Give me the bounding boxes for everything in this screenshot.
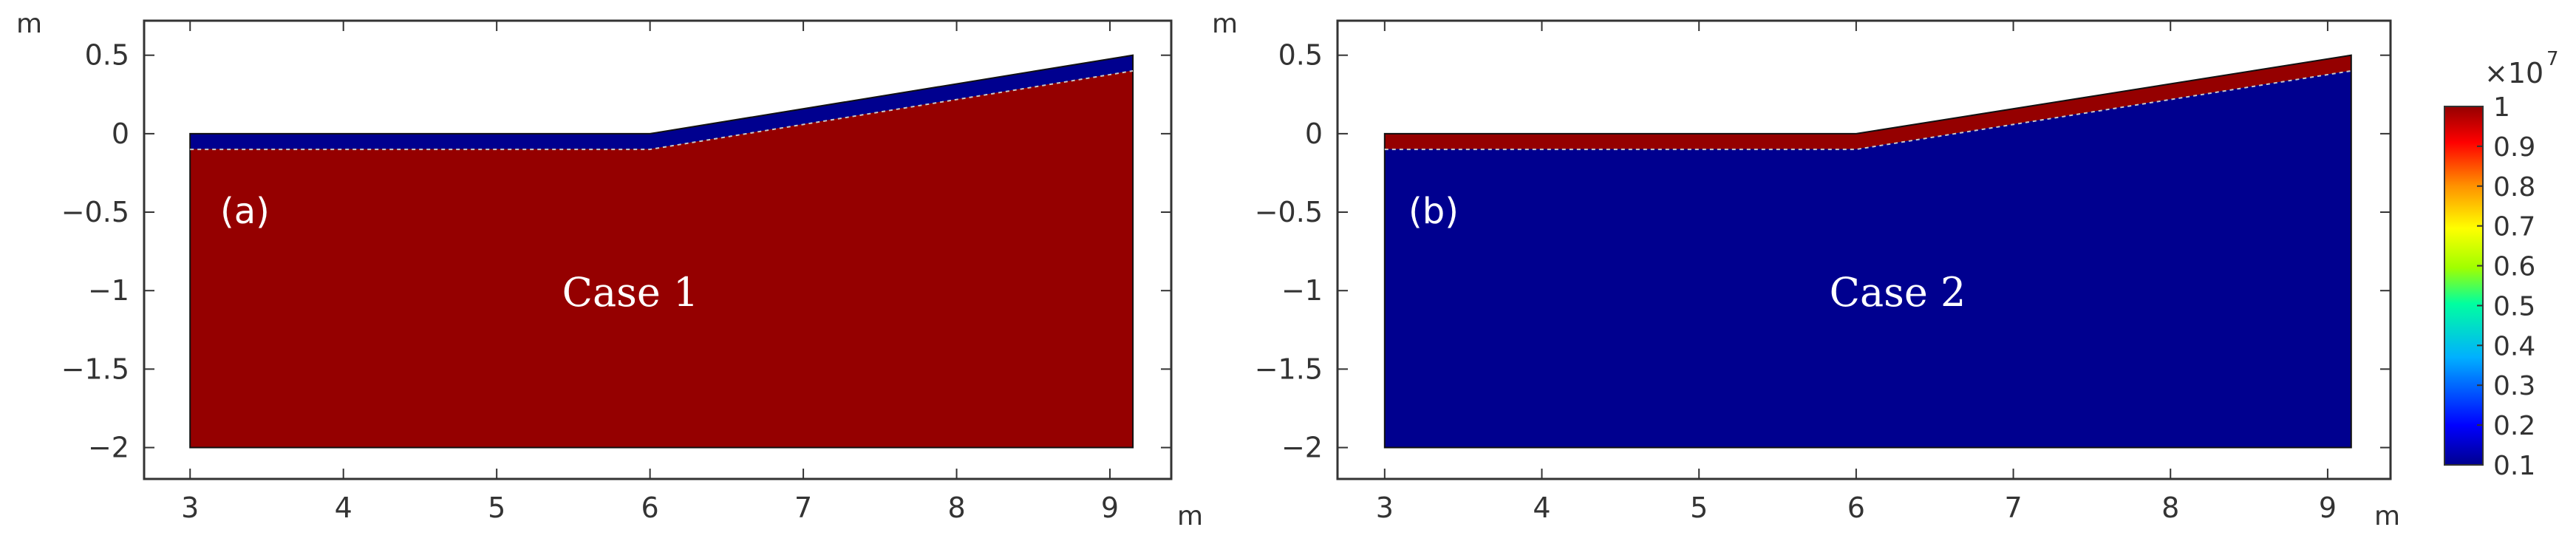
- colorbar-tick-label-2: 0.8: [2493, 172, 2535, 203]
- colorbar-tick-label-5: 0.5: [2493, 291, 2535, 322]
- panel-label-b: (b): [1408, 191, 1459, 232]
- colorbar-tick-label-7: 0.3: [2493, 371, 2535, 401]
- y-tick-label-a-4: −1.5: [61, 353, 129, 385]
- x-tick-label-b-4: 7: [2004, 492, 2022, 524]
- x-tick-label-a-0: 3: [181, 492, 199, 524]
- y-tick-label-b-0: 0.5: [1278, 39, 1323, 72]
- plot-frame-a: [143, 19, 1173, 480]
- colorbar: ×10 7 1 0.9 0.8 0.7 0.6 0.5 0.4 0.3 0.2 0.1: [2444, 48, 2559, 481]
- chart-marks-b: [1383, 54, 2352, 449]
- y-tick-label-b-2: −0.5: [1255, 196, 1323, 228]
- axes-b: 3 4 5 6 7 8 9 0.5 0 −0.5 −1 −1.5 −2: [1255, 21, 2391, 524]
- x-tick-label-a-6: 9: [1101, 492, 1119, 524]
- domain-outline-b: [1383, 54, 2352, 449]
- domain-outline-a: [189, 54, 1134, 449]
- interface-line-b: [1384, 69, 2351, 151]
- region-lower-domain-a: [189, 70, 1134, 448]
- x-tick-label-a-4: 7: [794, 492, 812, 524]
- x-tick-label-b-3: 6: [1847, 492, 1865, 524]
- y-tick-label-b-5: −2: [1281, 432, 1323, 464]
- panel-a: 3 4 5 6 7 8 9 0.5 0 −0.5 −1 −1.5 −2 m m (a) Case 1: [16, 9, 1203, 531]
- y-axis-unit-a: m: [16, 9, 42, 39]
- x-tick-label-b-5: 8: [2161, 492, 2179, 524]
- colorbar-multiplier: ×10: [2484, 57, 2543, 89]
- x-axis-unit-a: m: [1177, 501, 1203, 531]
- colorbar-tick-label-9: 0.1: [2493, 451, 2535, 481]
- y-tick-label-a-5: −2: [88, 432, 129, 464]
- y-tick-label-b-4: −1.5: [1255, 353, 1323, 385]
- y-tick-label-b-1: 0: [1305, 118, 1323, 150]
- chart-marks-a: [189, 54, 1134, 449]
- colorbar-tick-label-1: 0.9: [2493, 132, 2535, 163]
- interface-line-a: [190, 69, 1134, 151]
- x-tick-label-a-2: 5: [488, 492, 505, 524]
- colorbar-ticks: 1 0.9 0.8 0.7 0.6 0.5 0.4 0.3 0.2 0.1: [2477, 92, 2535, 481]
- x-tick-label-b-0: 3: [1376, 492, 1394, 524]
- y-tick-label-a-3: −1: [88, 274, 129, 307]
- colorbar-exponent: 7: [2546, 48, 2559, 70]
- panel-b: 3 4 5 6 7 8 9 0.5 0 −0.5 −1 −1.5 −2 m m (b) Case 2: [1212, 9, 2400, 531]
- x-tick-label-b-1: 4: [1533, 492, 1550, 524]
- colorbar-tick-label-4: 0.6: [2493, 252, 2535, 282]
- y-tick-label-a-0: 0.5: [85, 39, 129, 72]
- case-label-b: Case 2: [1830, 269, 1966, 316]
- x-tick-label-b-6: 9: [2319, 492, 2337, 524]
- y-tick-label-b-3: −1: [1281, 274, 1323, 307]
- x-tick-label-a-5: 8: [947, 492, 965, 524]
- x-tick-label-a-1: 4: [335, 492, 352, 524]
- x-tick-label-a-3: 6: [641, 492, 659, 524]
- x-tick-label-b-2: 5: [1690, 492, 1708, 524]
- y-axis-unit-b: m: [1212, 9, 1238, 39]
- plot-frame-b: [1336, 19, 2392, 480]
- colorbar-tick-label-6: 0.4: [2493, 331, 2535, 361]
- case-label-a: Case 1: [562, 269, 699, 316]
- x-axis-unit-b: m: [2374, 501, 2400, 531]
- y-tick-label-a-2: −0.5: [61, 196, 129, 228]
- colorbar-tick-label-0: 1: [2493, 92, 2510, 123]
- colorbar-gradient: [2444, 106, 2484, 466]
- colorbar-tick-label-3: 0.7: [2493, 212, 2535, 242]
- axes-a: 3 4 5 6 7 8 9 0.5 0 −0.5 −1 −1.5 −2: [61, 21, 1171, 524]
- colorbar-tick-label-8: 0.2: [2493, 411, 2535, 441]
- panel-label-a: (a): [220, 191, 270, 232]
- y-tick-label-a-1: 0: [112, 118, 129, 150]
- region-lower-domain-b: [1384, 70, 2352, 448]
